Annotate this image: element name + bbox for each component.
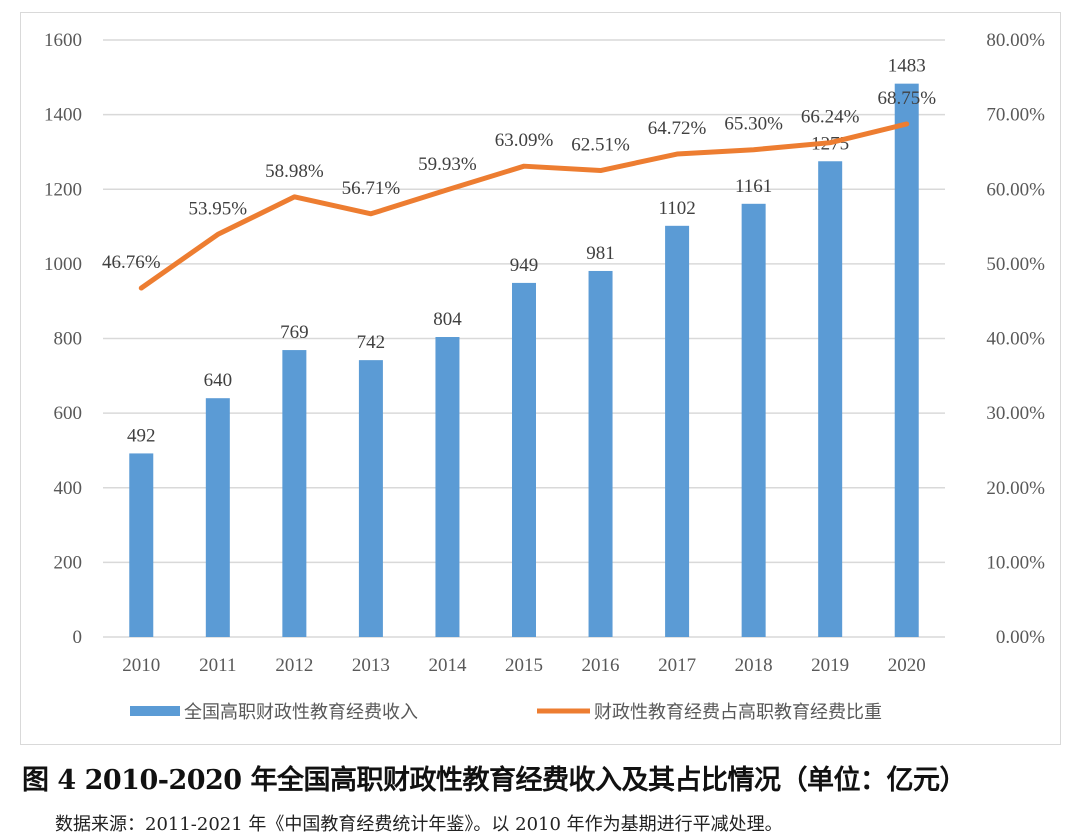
line-point [292,194,297,199]
bar-data-label: 804 [433,309,462,330]
bar [129,453,154,637]
y-left-tick-label: 0 [73,627,83,648]
line-data-label: 46.76% [102,252,161,273]
y-right-tick-label: 50.00% [986,254,1045,275]
y-right-tick-label: 60.00% [986,179,1045,200]
x-tick-label: 2020 [888,655,926,676]
y-right-tick-label: 0.00% [996,627,1045,648]
bar [282,350,307,637]
legend-line-label: 财政性教育经费占高职教育经费比重 [594,702,882,723]
line-data-label: 62.51% [571,135,630,156]
y-right-tick-label: 20.00% [986,478,1045,499]
legend-bar-swatch [130,706,180,716]
x-tick-label: 2010 [122,655,160,676]
line-data-label: 58.98% [265,161,324,182]
line-data-label: 56.71% [342,178,401,199]
line-point [675,152,680,157]
bar [665,225,690,637]
x-tick-label: 2011 [199,655,236,676]
bar-data-label: 769 [280,322,309,343]
bar-data-label: 742 [357,332,386,353]
bar [588,270,613,637]
bar-data-label: 640 [204,370,233,391]
bar [205,398,230,637]
y-right-tick-label: 40.00% [986,329,1045,350]
bar [512,282,536,637]
bar-data-label: 1161 [735,176,772,197]
x-tick-label: 2013 [352,655,390,676]
y-left-tick-label: 1400 [44,105,82,126]
line-point [139,286,144,291]
x-tick-label: 2019 [811,655,849,676]
line-data-label: 53.95% [189,198,248,219]
x-tick-label: 2017 [658,655,696,676]
bar [818,161,843,637]
line-point [368,211,373,216]
bar [894,83,919,637]
combo-chart: 0 200 400 600 800 1000 1200 1400 1600 0.00% 10.00%… [44,30,1045,723]
chart-frame [20,12,1061,745]
y-left-tick-label: 600 [54,403,83,424]
figure-caption: 图 4 2010-2020 年全国高职财政性教育经费收入及其占比情况（单位：亿元… [22,765,966,796]
bar-data-label: 1102 [658,198,695,219]
y-left-tick-label: 1200 [44,179,82,200]
line-point [751,147,756,152]
line-point [445,187,450,192]
line-data-label: 68.75% [877,88,936,109]
x-tick-label: 2015 [505,655,543,676]
line-point [904,121,909,126]
line-point [522,164,526,169]
line-data-label: 65.30% [724,114,783,135]
line-point [828,140,833,145]
y-left-tick-label: 400 [54,478,83,499]
y-left-tick-label: 200 [54,552,83,573]
y-left-tick-label: 1600 [44,30,82,51]
y-right-tick-label: 80.00% [986,30,1045,51]
data-source-note: 数据来源：2011-2021 年《中国教育经费统计年鉴》。以 2010 年作为基… [55,814,783,835]
y-left-tick-label: 1000 [44,254,82,275]
bar-data-label: 492 [127,425,156,446]
x-tick-label: 2018 [735,655,773,676]
bar [358,360,383,637]
y-left-tick-label: 800 [54,329,83,350]
line-data-label: 63.09% [495,130,554,151]
y-right-tick-label: 70.00% [986,105,1045,126]
y-right-tick-label: 30.00% [986,403,1045,424]
x-tick-label: 2016 [582,655,620,676]
bar [435,337,460,637]
bar-data-label: 981 [586,243,615,264]
line-point [598,168,603,173]
line-data-label: 66.24% [801,107,860,128]
x-tick-label: 2014 [428,655,467,676]
legend-bar-label: 全国高职财政性教育经费收入 [184,702,418,723]
bar [741,203,766,637]
y-right-tick-label: 10.00% [986,552,1045,573]
x-tick-label: 2012 [275,655,313,676]
bar-data-label: 1483 [888,56,926,77]
line-data-label: 59.93% [418,154,477,175]
bar-data-label: 949 [510,255,539,276]
line-point [215,232,220,237]
line-data-label: 64.72% [648,118,707,139]
